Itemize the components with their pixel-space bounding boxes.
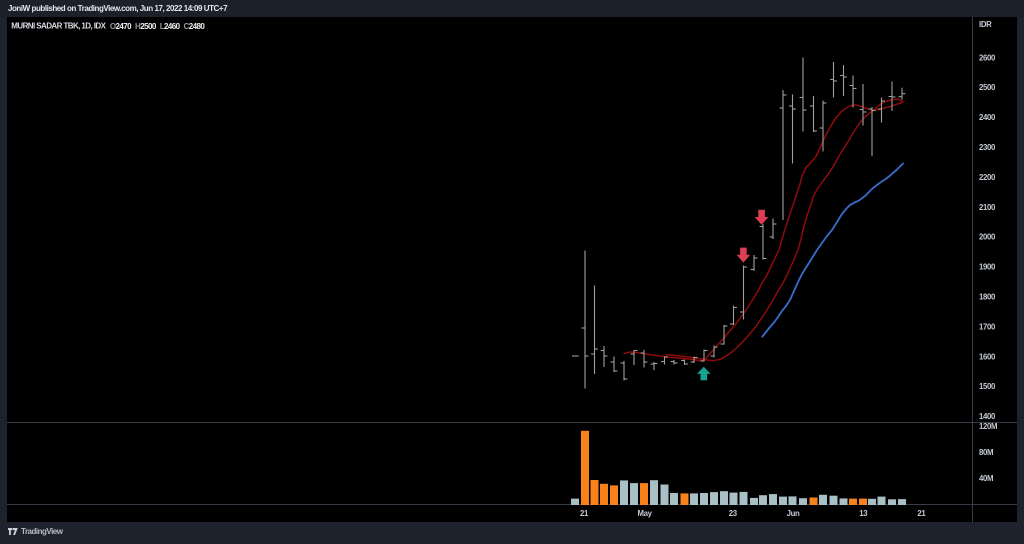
svg-text:1400: 1400 [979, 412, 996, 421]
svg-text:May: May [638, 509, 653, 518]
svg-text:2100: 2100 [979, 203, 996, 212]
svg-text:13: 13 [859, 509, 868, 518]
svg-text:1800: 1800 [979, 293, 996, 302]
svg-text:40M: 40M [979, 474, 993, 483]
svg-text:23: 23 [729, 509, 738, 518]
svg-text:1600: 1600 [979, 352, 996, 361]
svg-text:IDR: IDR [979, 20, 992, 29]
svg-text:2200: 2200 [979, 173, 996, 182]
svg-text:2500: 2500 [979, 83, 996, 92]
svg-text:1500: 1500 [979, 382, 996, 391]
svg-text:80M: 80M [979, 448, 993, 457]
svg-text:1700: 1700 [979, 322, 996, 331]
svg-text:1900: 1900 [979, 263, 996, 272]
svg-text:2300: 2300 [979, 143, 996, 152]
svg-text:2600: 2600 [979, 53, 996, 62]
svg-text:Jun: Jun [787, 509, 800, 518]
svg-text:2400: 2400 [979, 113, 996, 122]
svg-text:21: 21 [580, 509, 589, 518]
svg-text:120M: 120M [979, 422, 997, 431]
svg-text:2000: 2000 [979, 233, 996, 242]
svg-text:21: 21 [917, 509, 926, 518]
